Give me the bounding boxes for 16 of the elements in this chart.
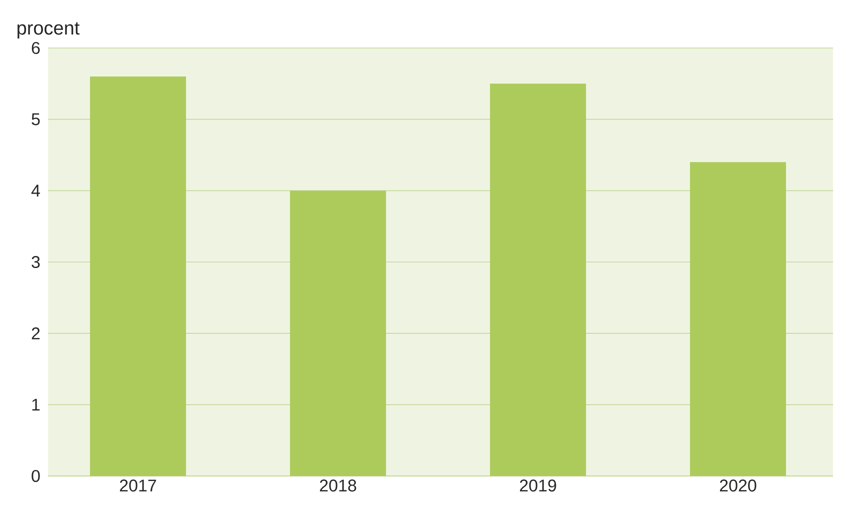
bar — [690, 162, 786, 476]
x-tick-label: 2019 — [520, 480, 556, 492]
y-tick-label: 1 — [32, 398, 40, 411]
y-axis-title: procent — [18, 22, 80, 38]
bar — [90, 76, 186, 476]
x-tick-label: 2020 — [720, 480, 756, 492]
y-tick-label: 4 — [31, 184, 40, 197]
y-tick-label: 2 — [32, 327, 40, 340]
y-tick-label: 5 — [32, 113, 40, 126]
y-tick-label: 6 — [32, 42, 40, 54]
x-tick-label: 2017 — [120, 480, 156, 492]
bar — [290, 190, 386, 476]
y-tick-label: 3 — [32, 256, 40, 268]
x-tick-label: 2018 — [320, 480, 356, 492]
bar — [490, 84, 586, 476]
y-tick-label: 0 — [32, 470, 40, 482]
